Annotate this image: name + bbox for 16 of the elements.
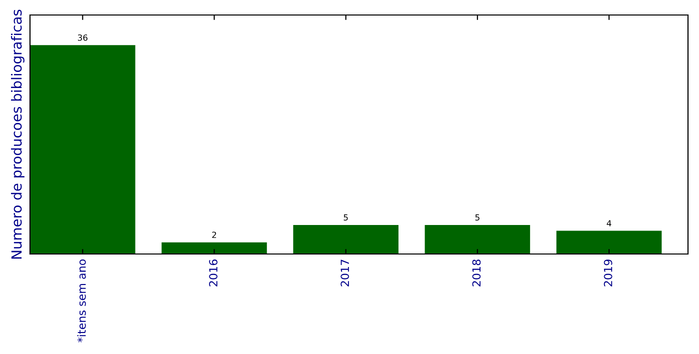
y-axis-title: Numero de producoes bibliograficas <box>11 10 24 259</box>
x-tick-label: 2016 <box>209 260 218 286</box>
x-tick-label: *itens sem ano <box>77 259 86 342</box>
bar <box>556 230 662 254</box>
data-label: 5 <box>344 214 348 221</box>
bar <box>424 224 530 254</box>
bar <box>30 45 136 254</box>
bar <box>293 224 398 254</box>
x-tick-label: 2019 <box>604 260 612 286</box>
data-label: 4 <box>606 220 612 226</box>
x-tick-label: 2018 <box>472 260 481 286</box>
data-label: 36 <box>78 34 88 41</box>
data-label: 5 <box>475 214 480 221</box>
bar <box>162 242 267 254</box>
x-tick-label: 2017 <box>340 260 350 286</box>
data-label: 2 <box>212 232 216 238</box>
